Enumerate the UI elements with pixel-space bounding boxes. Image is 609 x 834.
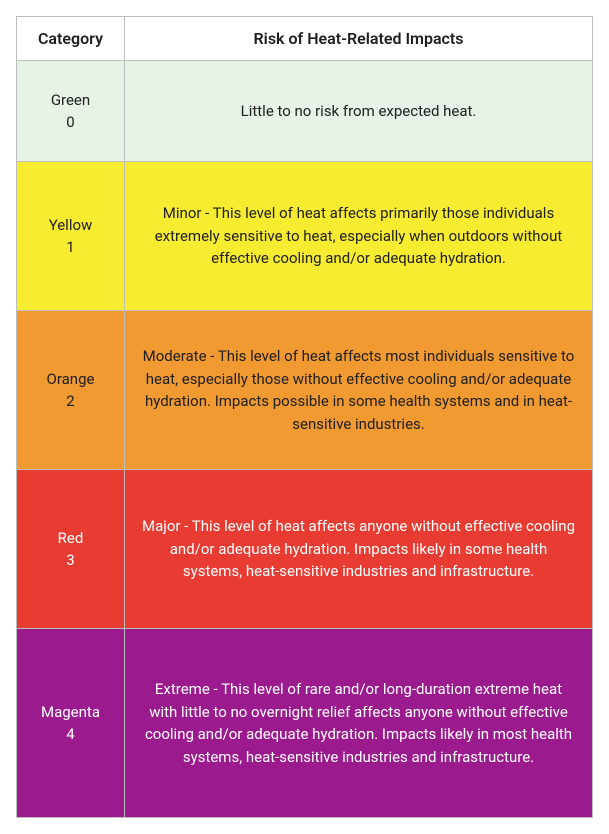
col-header-risk: Risk of Heat-Related Impacts: [125, 17, 593, 61]
table-row: Magenta4Extreme - This level of rare and…: [17, 629, 593, 818]
category-name: Yellow: [25, 214, 116, 237]
table-row: Orange2Moderate - This level of heat aff…: [17, 311, 593, 470]
risk-cell: Little to no risk from expected heat.: [125, 61, 593, 162]
table-row: Red3Major - This level of heat affects a…: [17, 470, 593, 629]
category-name: Magenta: [25, 701, 116, 724]
category-level: 4: [25, 723, 116, 746]
table-row: Green0Little to no risk from expected he…: [17, 61, 593, 162]
risk-cell: Major - This level of heat affects anyon…: [125, 470, 593, 629]
heat-risk-table-container: Category Risk of Heat-Related Impacts Gr…: [0, 0, 609, 834]
col-header-category: Category: [17, 17, 125, 61]
category-name: Orange: [25, 368, 116, 391]
category-cell: Red3: [17, 470, 125, 629]
category-name: Red: [25, 527, 116, 550]
risk-cell: Moderate - This level of heat affects mo…: [125, 311, 593, 470]
table-header-row: Category Risk of Heat-Related Impacts: [17, 17, 593, 61]
heat-risk-table: Category Risk of Heat-Related Impacts Gr…: [16, 16, 593, 818]
category-level: 0: [25, 111, 116, 134]
table-row: Yellow1Minor - This level of heat affect…: [17, 162, 593, 311]
category-cell: Orange2: [17, 311, 125, 470]
category-level: 3: [25, 549, 116, 572]
category-level: 2: [25, 390, 116, 413]
category-name: Green: [25, 89, 116, 112]
table-body: Green0Little to no risk from expected he…: [17, 61, 593, 818]
category-cell: Magenta4: [17, 629, 125, 818]
category-cell: Yellow1: [17, 162, 125, 311]
risk-cell: Minor - This level of heat affects prima…: [125, 162, 593, 311]
risk-cell: Extreme - This level of rare and/or long…: [125, 629, 593, 818]
category-cell: Green0: [17, 61, 125, 162]
category-level: 1: [25, 236, 116, 259]
